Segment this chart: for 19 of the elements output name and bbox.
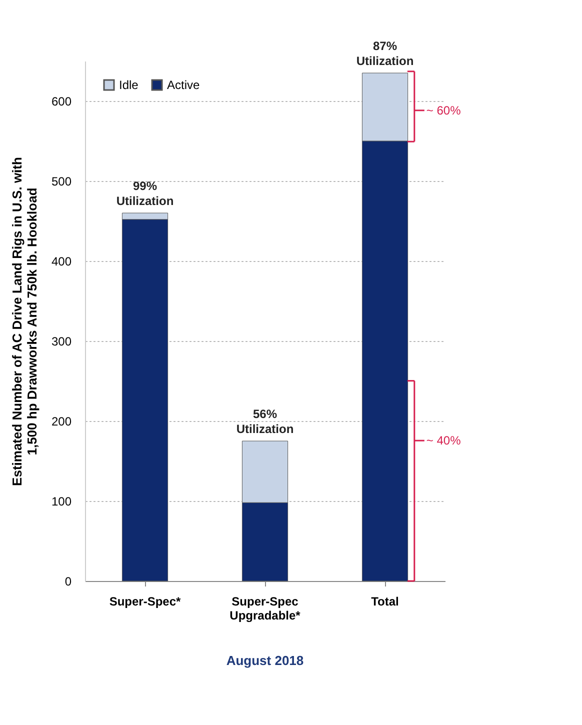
y-axis-title: Estimated Number of AC Drive Land Rigs in U.S. with 1,500 hp Drawworks And 750k lb. Hookload — [9, 157, 40, 486]
x-tick-label: Total — [371, 594, 399, 608]
y-tick-label: 0 — [64, 574, 72, 588]
y-tick-label: 400 — [51, 254, 72, 268]
legend-label: Idle — [119, 78, 139, 92]
y-tick-label: 100 — [51, 494, 72, 508]
annotation: ~ 40% — [426, 434, 462, 448]
text: August 2018 — [226, 653, 304, 668]
y-tick-label: 300 — [51, 334, 72, 348]
legend-label: Active — [167, 78, 200, 92]
y-tick-label: 200 — [51, 414, 72, 428]
y-tick-label: 500 — [51, 174, 72, 188]
y-tick-label: 600 — [51, 94, 72, 108]
annotation: ~ 60% — [426, 103, 462, 118]
annotation: 56% Utilization — [236, 407, 294, 436]
x-tick-label: Super-Spec Upgradable* — [230, 594, 301, 622]
annotation: 99% Utilization — [116, 179, 174, 208]
x-tick-label: Super-Spec* — [109, 594, 182, 608]
annotation: 87% Utilization — [356, 39, 414, 68]
